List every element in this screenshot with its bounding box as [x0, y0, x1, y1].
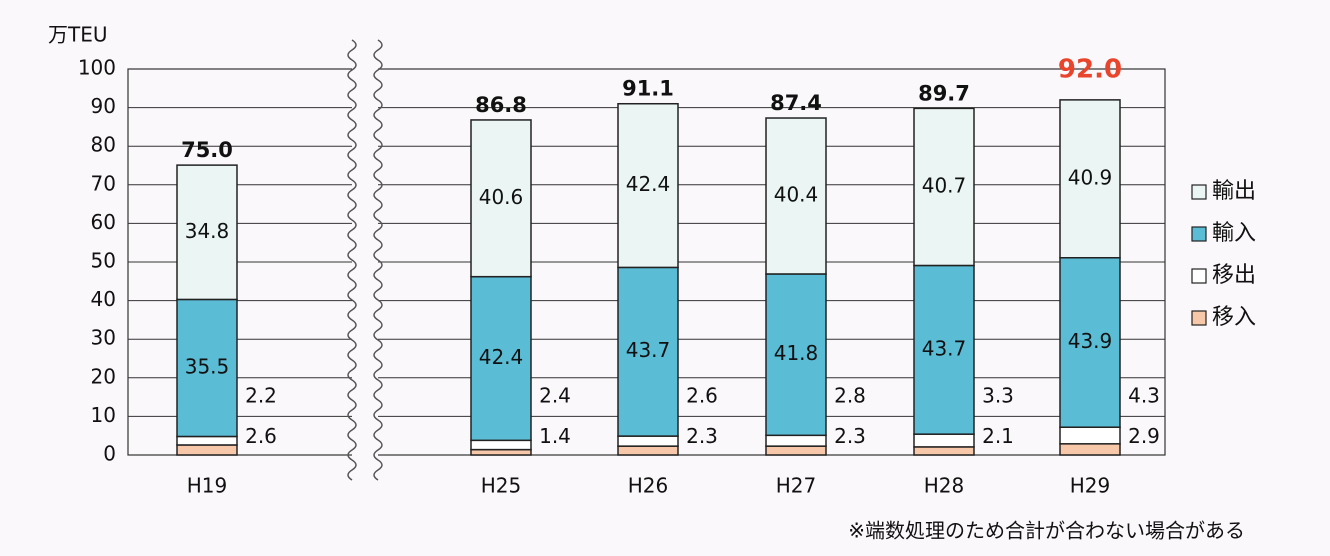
bar-segment — [913, 446, 975, 456]
value-label: 1.4 — [539, 424, 571, 448]
total-label: 87.4 — [770, 91, 822, 115]
legend-swatch — [1191, 268, 1207, 284]
y-tick-label: 10 — [91, 403, 116, 427]
value-label: 43.7 — [922, 336, 967, 360]
y-tick-label: 0 — [103, 442, 116, 466]
y-tick-label: 50 — [91, 249, 116, 273]
value-label: 2.2 — [245, 384, 277, 408]
y-tick-label: 90 — [91, 94, 116, 118]
bar-segment — [913, 433, 975, 448]
legend-label: 輸出 — [1212, 179, 1256, 204]
bar-segment — [176, 435, 238, 446]
value-label: 35.5 — [185, 354, 230, 378]
bar-segment — [913, 107, 975, 267]
value-label: 2.1 — [982, 424, 1014, 448]
x-tick-label: H28 — [924, 474, 965, 498]
bar-segment — [470, 119, 532, 278]
bar-segment — [1059, 443, 1121, 456]
total-label: 75.0 — [181, 138, 233, 162]
bar-segment — [617, 435, 679, 447]
total-label: 91.1 — [622, 77, 674, 101]
bar-segment — [470, 448, 532, 456]
value-label: 4.3 — [1128, 384, 1160, 408]
legend-label: 移出 — [1212, 263, 1256, 288]
legend-label: 移入 — [1212, 305, 1256, 330]
x-tick-label: H26 — [628, 474, 669, 498]
legend-swatch — [1191, 184, 1207, 200]
value-label: 2.9 — [1128, 424, 1160, 448]
value-label: 43.7 — [626, 338, 671, 362]
value-label: 3.3 — [982, 384, 1014, 408]
y-axis-label: 万TEU — [48, 23, 108, 47]
x-tick-label: H19 — [187, 474, 228, 498]
y-tick-label: 40 — [91, 287, 116, 311]
value-label: 40.9 — [1068, 165, 1113, 189]
axis-break — [373, 39, 383, 481]
value-label: 40.6 — [479, 185, 524, 209]
bar-segment — [176, 444, 238, 456]
value-label: 40.4 — [774, 182, 819, 206]
value-label: 34.8 — [185, 219, 230, 243]
x-tick-label: H27 — [776, 474, 817, 498]
bar-segment — [765, 445, 827, 456]
y-tick-label: 30 — [91, 326, 116, 350]
value-label: 2.3 — [834, 424, 866, 448]
legend-label: 輸入 — [1212, 221, 1256, 246]
bar-segment — [176, 298, 238, 438]
value-label: 40.7 — [922, 173, 967, 197]
bar-segment — [617, 266, 679, 437]
bar-segment — [1059, 257, 1121, 428]
bar-segment — [176, 164, 238, 301]
legend-swatch — [1191, 310, 1207, 326]
x-tick-label: H25 — [481, 474, 522, 498]
bar-segment — [765, 434, 827, 447]
total-label: 89.7 — [918, 81, 970, 105]
bar-segment — [1059, 426, 1121, 445]
total-label: 86.8 — [475, 93, 527, 117]
note: ※端数処理のため合計が合わない場合がある — [848, 519, 1245, 543]
value-label: 2.8 — [834, 384, 866, 408]
y-tick-label: 20 — [91, 364, 116, 388]
value-label: 2.6 — [245, 424, 277, 448]
bar-segment — [913, 264, 975, 435]
bar-segment — [617, 445, 679, 456]
bar-segment — [617, 102, 679, 269]
value-label: 42.4 — [479, 345, 524, 369]
bar-segment — [1059, 99, 1121, 259]
value-label: 2.6 — [686, 384, 718, 408]
value-label: 41.8 — [774, 341, 819, 365]
y-tick-label: 80 — [91, 133, 116, 157]
value-label: 2.3 — [686, 424, 718, 448]
legend-swatch — [1191, 226, 1207, 242]
axis-break — [347, 39, 357, 481]
bar-segment — [470, 439, 532, 451]
bar-segment — [765, 117, 827, 275]
y-tick-label: 100 — [78, 56, 116, 80]
bar-segment — [765, 273, 827, 437]
value-label: 42.4 — [626, 172, 671, 196]
x-tick-label: H29 — [1070, 474, 1111, 498]
value-label: 2.4 — [539, 384, 571, 408]
total-label: 92.0 — [1058, 54, 1122, 84]
value-label: 43.9 — [1068, 329, 1113, 353]
y-tick-label: 60 — [91, 210, 116, 234]
y-tick-label: 70 — [91, 171, 116, 195]
bar-segment — [470, 275, 532, 442]
